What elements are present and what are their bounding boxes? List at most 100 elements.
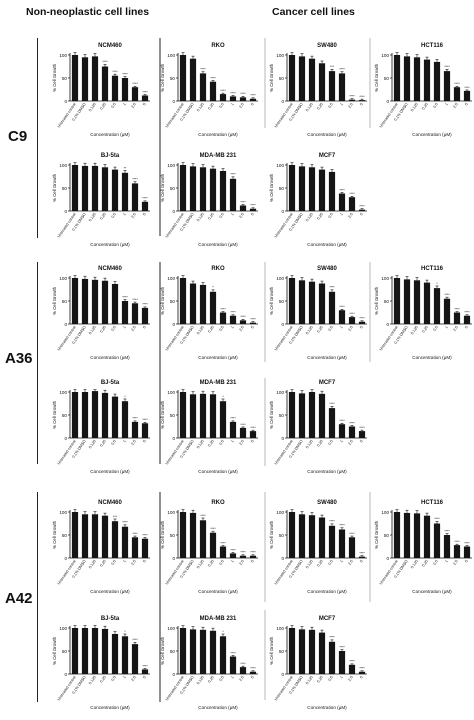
bar — [189, 283, 197, 324]
bar — [199, 520, 207, 558]
significance-stars: **** — [339, 188, 345, 192]
x-tick-label: 0.125 — [196, 675, 205, 685]
bar — [358, 431, 366, 438]
significance-stars: **** — [122, 295, 128, 299]
bar — [189, 394, 197, 438]
x-tick-label: 5 — [359, 559, 363, 563]
bar — [189, 512, 197, 558]
x-tick-label: 0.25 — [99, 675, 107, 683]
bar — [141, 669, 149, 674]
bar — [239, 320, 247, 324]
bar — [288, 55, 296, 101]
x-axis-label: Concentration (μM) — [198, 132, 238, 137]
bar — [71, 55, 79, 101]
bar — [348, 426, 356, 438]
y-tick-label: 0 — [281, 436, 284, 441]
panel-title: MCF7 — [319, 153, 336, 159]
bar — [91, 391, 99, 438]
significance-stars: **** — [240, 92, 246, 96]
y-tick-label: 0 — [172, 556, 175, 561]
x-tick-label: 0.5 — [328, 102, 334, 109]
y-tick-label: 100 — [276, 390, 284, 395]
significance-stars: **** — [250, 204, 256, 208]
x-tick-label: 0.5 — [328, 675, 334, 682]
bar — [81, 628, 89, 674]
bar — [229, 421, 237, 438]
x-tick-label: 5 — [359, 102, 363, 106]
significance-stars: **** — [210, 527, 216, 531]
panel-title: SW480 — [317, 43, 337, 49]
significance-stars: **** — [230, 548, 236, 552]
x-tick-label: 5 — [464, 559, 468, 563]
x-tick-label: 5 — [250, 102, 254, 106]
y-axis-label: % Cell Growth — [374, 63, 379, 92]
x-tick-label: 0.125 — [305, 559, 314, 569]
x-tick-label: 0.125 — [196, 102, 205, 112]
bar — [199, 167, 207, 211]
y-axis-label: % Cell Growth — [160, 400, 165, 429]
y-tick-label: 50 — [170, 186, 176, 191]
x-tick-label: 5 — [250, 439, 254, 443]
x-tick-label: 5 — [250, 675, 254, 679]
bar — [433, 288, 441, 324]
x-tick-label: 2.5 — [131, 102, 137, 109]
x-tick-label: 0.125 — [196, 439, 205, 449]
significance-stars: **** — [359, 667, 365, 671]
significance-stars: **** — [339, 645, 345, 649]
y-axis-label: % Cell Growth — [160, 286, 165, 315]
significance-stars: **** — [220, 307, 226, 311]
bar — [453, 545, 461, 558]
x-tick-label: 0.5 — [219, 102, 225, 109]
y-tick-label: 100 — [59, 53, 67, 58]
x-tick-label: 5 — [142, 439, 146, 443]
bar — [71, 278, 79, 324]
bar — [219, 312, 227, 324]
x-tick-label: 2.5 — [348, 102, 354, 109]
bar — [288, 628, 296, 674]
bar — [249, 555, 257, 558]
x-tick-label: 0.5 — [111, 675, 117, 682]
bar — [308, 281, 316, 324]
significance-stars: **** — [454, 82, 460, 86]
x-tick-label: 0.25 — [316, 559, 324, 567]
bar — [423, 282, 431, 324]
significance-stars: **** — [250, 318, 256, 322]
significance-stars: **** — [220, 541, 226, 545]
bar — [229, 178, 237, 211]
bar — [239, 97, 247, 101]
significance-stars: **** — [339, 305, 345, 309]
x-tick-label: 1 — [339, 439, 343, 443]
bar — [318, 283, 326, 324]
x-axis-label: Concentration (μM) — [412, 589, 452, 594]
x-axis-label: Concentration (μM) — [90, 132, 130, 137]
panel-title: MCF7 — [319, 616, 336, 622]
x-tick-label: 0.25 — [421, 325, 429, 333]
x-tick-label: 0.25 — [316, 325, 324, 333]
significance-stars: **** — [230, 651, 236, 655]
y-tick-label: 0 — [386, 556, 389, 561]
x-tick-label: 1 — [230, 439, 234, 443]
significance-stars: **** — [444, 529, 450, 533]
row-label-a36: A36 — [5, 350, 33, 367]
bar — [318, 632, 326, 674]
bar — [308, 167, 316, 211]
x-tick-label: 0.5 — [328, 559, 334, 566]
y-tick-label: 0 — [64, 672, 67, 677]
y-axis-label: % Cell Growth — [160, 636, 165, 665]
y-tick-label: 0 — [281, 672, 284, 677]
x-tick-label: 1 — [122, 559, 126, 563]
bar — [121, 636, 129, 674]
x-tick-label: 1 — [122, 675, 126, 679]
panel-title: SW480 — [317, 266, 337, 272]
y-tick-label: 50 — [62, 76, 68, 81]
significance-stars: **** — [464, 86, 470, 90]
x-tick-label: 5 — [359, 675, 363, 679]
bar — [199, 284, 207, 324]
significance-stars: **** — [329, 636, 335, 640]
y-tick-label: 50 — [279, 413, 285, 418]
significance-stars: **** — [230, 417, 236, 421]
y-axis-label: % Cell Growth — [374, 520, 379, 549]
bar — [199, 73, 207, 101]
bar — [288, 165, 296, 211]
